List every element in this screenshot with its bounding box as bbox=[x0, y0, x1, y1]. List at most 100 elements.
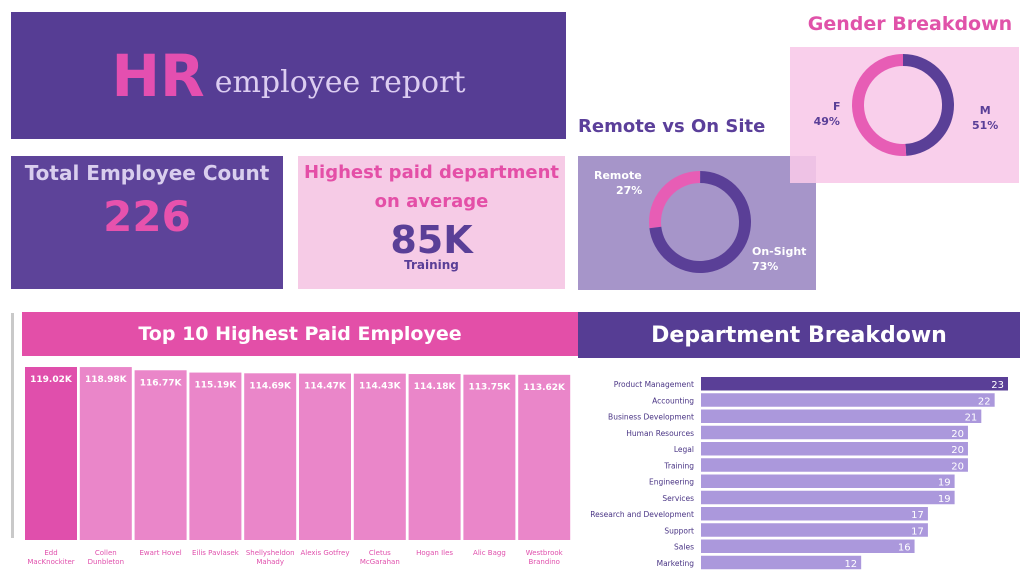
department-header: Department Breakdown bbox=[578, 312, 1020, 358]
department-category-label: Engineering bbox=[649, 478, 694, 487]
department-bar[interactable] bbox=[701, 555, 862, 570]
total-employee-value: 226 bbox=[103, 192, 191, 241]
top-paid-value-label: 113.62K bbox=[523, 383, 566, 393]
top-paid-bar[interactable] bbox=[353, 373, 406, 540]
top-paid-bar[interactable] bbox=[408, 374, 461, 540]
top-paid-category-label: Shellysheldon Mahady bbox=[246, 549, 295, 566]
remote-slice[interactable] bbox=[649, 171, 701, 229]
top-paid-category-label: Ewart Hovel bbox=[139, 549, 181, 557]
department-category-label: Product Management bbox=[614, 380, 694, 389]
top-paid-value-label: 118.98K bbox=[85, 375, 128, 385]
department-category-label: Human Resources bbox=[626, 429, 694, 438]
top-paid-category-label: Collen Dunbleton bbox=[88, 549, 124, 566]
department-value-label: 20 bbox=[951, 445, 964, 456]
remote-label-remote: Remote 27% bbox=[594, 168, 642, 198]
department-value-label: 19 bbox=[938, 494, 951, 505]
top-paid-bar-chart[interactable]: 119.02K Edd MacKnockiter 118.98K Collen Dunbl… bbox=[22, 362, 578, 576]
top-paid-category-label: Cletus McGarahan bbox=[360, 549, 400, 566]
remote-label-value: 27% bbox=[616, 184, 643, 197]
gender-breakdown-chart[interactable]: F 49% M 51% bbox=[790, 47, 1019, 183]
top-paid-bar[interactable] bbox=[518, 374, 571, 540]
top-paid-bar[interactable] bbox=[244, 373, 297, 540]
department-bar[interactable] bbox=[701, 507, 928, 521]
gender-label-f: F 49% bbox=[813, 99, 841, 129]
section-divider bbox=[11, 313, 14, 538]
department-value-label: 21 bbox=[965, 413, 978, 424]
department-bar[interactable] bbox=[701, 458, 968, 472]
top-paid-bar[interactable] bbox=[299, 373, 351, 540]
department-category-label: Training bbox=[663, 461, 694, 470]
department-bar[interactable] bbox=[701, 442, 968, 456]
remote-chart-title: Remote vs On Site bbox=[578, 116, 766, 137]
onsight-label-name: On-Sight bbox=[752, 245, 807, 258]
top-paid-value-label: 115.19K bbox=[195, 381, 238, 391]
highest-paid-department-card: Highest paid department on average 85K T… bbox=[298, 156, 565, 289]
department-category-label: Sales bbox=[674, 543, 694, 552]
onsight-label-value: 73% bbox=[752, 260, 779, 273]
top-paid-bar[interactable] bbox=[134, 370, 187, 540]
department-category-label: Accounting bbox=[652, 396, 694, 405]
remote-label-name: Remote bbox=[594, 169, 642, 182]
top-paid-header: Top 10 Highest Paid Employee bbox=[22, 312, 578, 356]
remote-donut bbox=[649, 171, 751, 273]
gender-chart-title: Gender Breakdown bbox=[807, 13, 1013, 35]
department-category-label: Research and Development bbox=[590, 510, 694, 519]
title-card: HR employee report bbox=[11, 12, 566, 139]
male-slice[interactable] bbox=[852, 54, 907, 156]
remote-vs-onsite-chart[interactable]: Remote 27% On-Sight 73% bbox=[578, 156, 816, 290]
total-employee-label: Total Employee Count bbox=[24, 161, 270, 185]
top-paid-value-label: 114.47K bbox=[304, 382, 347, 392]
top-paid-value-label: 114.18K bbox=[414, 382, 457, 392]
total-employee-card: Total Employee Count 226 bbox=[11, 156, 283, 289]
department-value-label: 16 bbox=[898, 543, 911, 554]
department-value-label: 17 bbox=[911, 510, 924, 521]
department-category-label: Legal bbox=[674, 445, 694, 454]
department-category-label: Business Development bbox=[608, 413, 694, 422]
male-label-value: 51% bbox=[972, 119, 999, 132]
top-paid-category-label: Alic Bagg bbox=[473, 549, 506, 557]
top-paid-bar[interactable] bbox=[463, 374, 516, 540]
highest-paid-department: Training bbox=[404, 258, 459, 272]
department-category-label: Services bbox=[662, 494, 694, 503]
top-paid-bar[interactable] bbox=[25, 367, 77, 540]
department-bar[interactable] bbox=[701, 523, 928, 537]
highest-paid-label: Highest paid department on average bbox=[303, 162, 560, 212]
remote-donut-svg bbox=[649, 171, 751, 273]
department-bar[interactable] bbox=[701, 539, 915, 554]
department-bar[interactable] bbox=[701, 425, 968, 440]
department-value-label: 12 bbox=[844, 559, 857, 570]
top-paid-value-label: 113.75K bbox=[469, 383, 512, 393]
gender-donut bbox=[852, 54, 954, 156]
top-paid-value-label: 114.69K bbox=[249, 381, 292, 391]
top-paid-value-label: 116.77K bbox=[140, 378, 183, 388]
male-label-name: M bbox=[979, 104, 991, 117]
department-category-label: Marketing bbox=[657, 559, 695, 568]
top-paid-bar[interactable] bbox=[189, 372, 242, 540]
department-value-label: 17 bbox=[911, 526, 924, 537]
top-paid-category-label: Alexis Gotfrey bbox=[301, 549, 350, 557]
highest-paid-value: 85K bbox=[390, 218, 473, 262]
top-paid-bar[interactable] bbox=[79, 367, 132, 540]
onsight-slice[interactable] bbox=[649, 171, 751, 273]
department-value-label: 23 bbox=[991, 380, 1004, 391]
top-paid-category-label: Westbrook Brandino bbox=[526, 549, 564, 566]
top-paid-category-label: Hogan Iles bbox=[416, 549, 453, 557]
department-value-label: 20 bbox=[951, 429, 964, 440]
department-value-label: 22 bbox=[978, 396, 991, 407]
title-subtitle: employee report bbox=[214, 65, 466, 100]
department-bar-chart[interactable]: 23 Product Management 22 Accounting 21 Busine… bbox=[578, 372, 1020, 577]
department-bar[interactable] bbox=[701, 409, 982, 424]
top-paid-value-label: 114.43K bbox=[359, 382, 402, 392]
top-paid-value-label: 119.02K bbox=[30, 375, 73, 385]
top-paid-category-label: Edd MacKnockiter bbox=[27, 549, 74, 566]
department-bar[interactable] bbox=[701, 377, 1008, 391]
department-bar[interactable] bbox=[701, 490, 955, 505]
top-paid-category-label: Eilis Pavlasek bbox=[192, 549, 240, 557]
female-label-value: 49% bbox=[813, 115, 840, 128]
remote-label-onsight: On-Sight 73% bbox=[752, 244, 806, 274]
gender-donut-svg bbox=[852, 54, 954, 156]
female-slice[interactable] bbox=[902, 54, 954, 156]
department-bar[interactable] bbox=[701, 393, 995, 407]
department-bar[interactable] bbox=[701, 474, 955, 489]
department-category-label: Support bbox=[664, 526, 694, 535]
